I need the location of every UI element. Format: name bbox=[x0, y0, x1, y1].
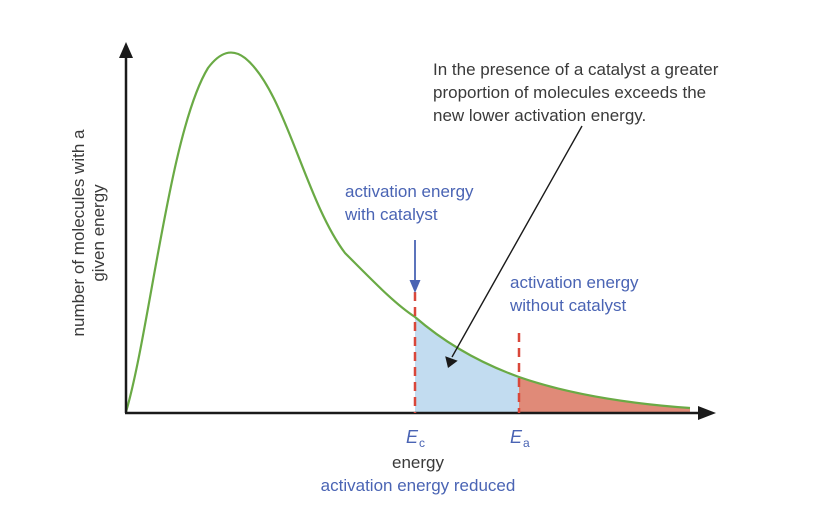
x-axis-arrowhead bbox=[698, 406, 716, 420]
catalyst-arrow-head bbox=[409, 280, 421, 293]
no-catalyst-energy-region bbox=[519, 377, 690, 412]
distribution-curve bbox=[124, 51, 691, 413]
annotation-line2: proportion of molecules exceeds the bbox=[433, 83, 706, 102]
annotation-line3: new lower activation energy. bbox=[433, 106, 646, 125]
y-axis-arrowhead bbox=[119, 42, 133, 58]
catalyst-energy-region bbox=[415, 317, 519, 412]
no-catalyst-label-line2: without catalyst bbox=[509, 296, 626, 315]
x-axis-sublabel: activation energy reduced bbox=[321, 476, 516, 495]
no-catalyst-label-line1: activation energy bbox=[510, 273, 639, 292]
annotation-arrow-line bbox=[451, 125, 583, 358]
ea-label: Ea bbox=[510, 427, 530, 450]
catalyst-label-line1: activation energy bbox=[345, 182, 474, 201]
ec-label: Ec bbox=[406, 427, 425, 450]
catalyst-label-line2: with catalyst bbox=[344, 205, 438, 224]
x-axis-label: energy bbox=[392, 453, 444, 472]
annotation-arrow-head bbox=[445, 356, 458, 368]
y-axis-label-line1: number of molecules with a bbox=[69, 129, 88, 336]
annotation-line1: In the presence of a catalyst a greater bbox=[433, 60, 719, 79]
y-axis-label-line2: given energy bbox=[89, 184, 108, 282]
